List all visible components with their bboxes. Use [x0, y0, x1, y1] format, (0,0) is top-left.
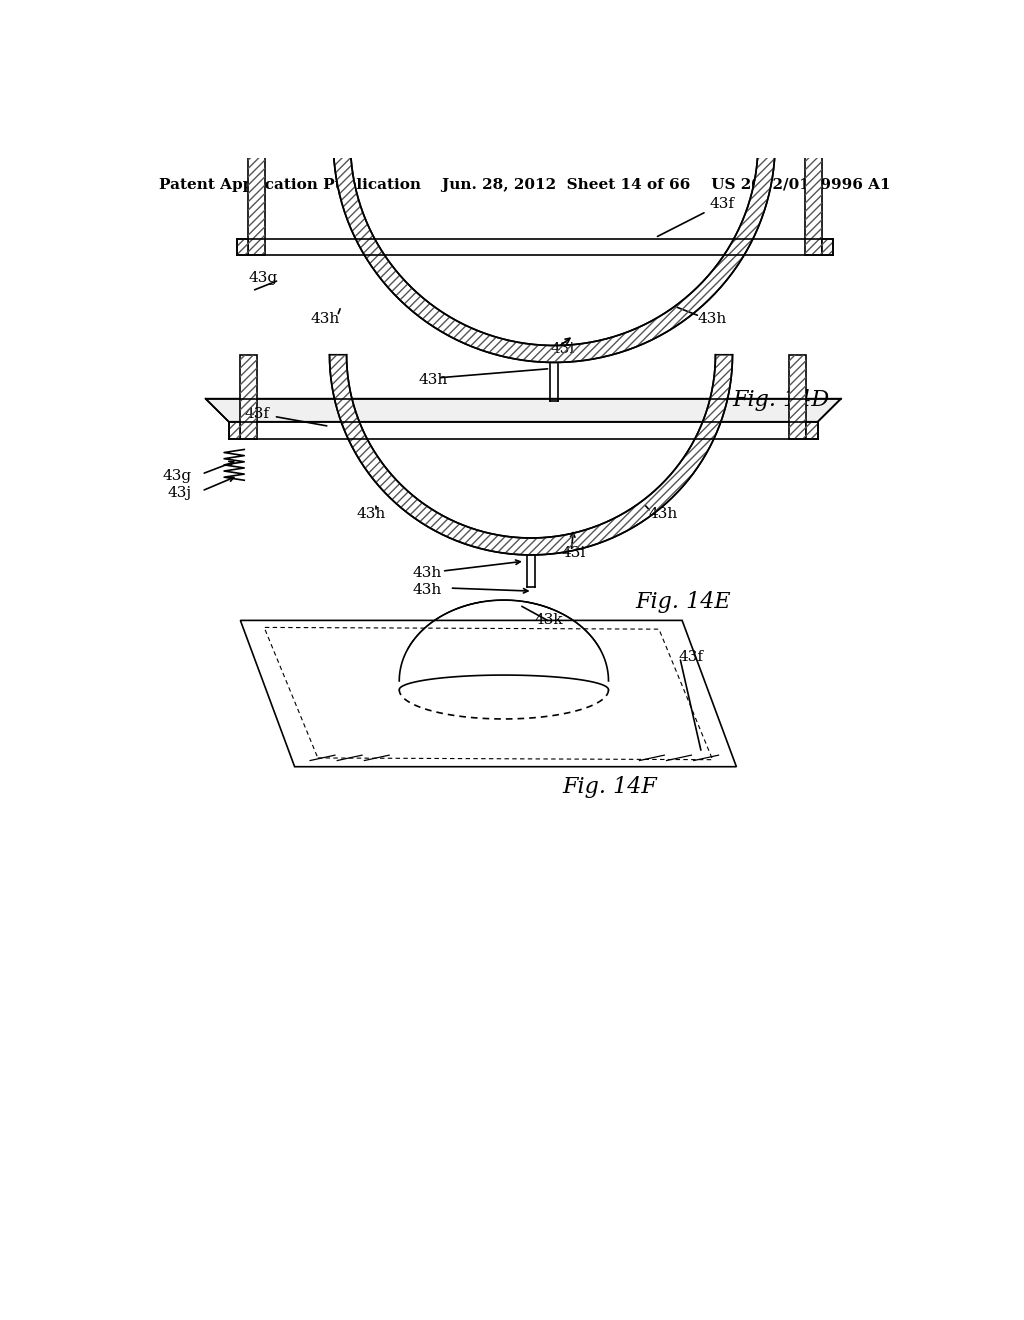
Text: 43g: 43g: [248, 271, 278, 285]
Bar: [821, 239, 834, 255]
Polygon shape: [805, 143, 821, 255]
Text: Patent Application Publication    Jun. 28, 2012  Sheet 14 of 66    US 2012/01599: Patent Application Publication Jun. 28, …: [159, 178, 891, 191]
Text: Fig. 14E: Fig. 14E: [636, 591, 731, 612]
Text: 43g: 43g: [163, 469, 191, 483]
Polygon shape: [241, 620, 736, 767]
Polygon shape: [248, 143, 265, 255]
Text: 43f: 43f: [245, 407, 269, 421]
Bar: [806, 422, 818, 440]
Bar: [228, 422, 241, 440]
Text: 43h: 43h: [649, 507, 678, 521]
Text: 43f: 43f: [678, 651, 703, 664]
Bar: [821, 239, 834, 255]
Bar: [806, 422, 818, 440]
Text: 43i: 43i: [562, 545, 587, 560]
Bar: [228, 422, 241, 440]
Polygon shape: [334, 143, 775, 363]
Text: Fig. 14F: Fig. 14F: [562, 776, 656, 797]
Text: Fig. 14D: Fig. 14D: [732, 389, 829, 412]
Text: 43h: 43h: [697, 312, 727, 326]
Text: 43h: 43h: [413, 582, 442, 597]
Polygon shape: [790, 355, 806, 440]
Text: 43h: 43h: [310, 312, 339, 326]
Polygon shape: [241, 355, 257, 440]
Text: 43i: 43i: [550, 342, 574, 356]
Text: 43h: 43h: [413, 566, 442, 579]
Text: 43h: 43h: [356, 507, 386, 521]
Polygon shape: [330, 355, 732, 554]
Text: 43h: 43h: [419, 374, 447, 387]
Text: 43f: 43f: [657, 197, 734, 236]
Polygon shape: [206, 399, 841, 422]
Bar: [237, 239, 248, 255]
Text: 43j: 43j: [168, 486, 191, 500]
Bar: [237, 239, 248, 255]
Text: 43k: 43k: [535, 614, 563, 627]
